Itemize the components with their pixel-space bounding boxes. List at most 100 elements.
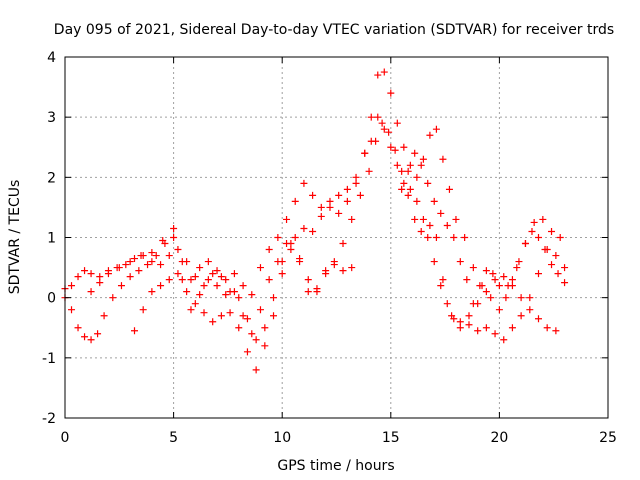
y-axis-label: SDTVAR / TECUs [7, 180, 23, 295]
data-point [515, 258, 523, 266]
data-point [213, 282, 221, 290]
data-point [96, 279, 104, 287]
data-point [456, 318, 464, 326]
data-point [380, 68, 388, 76]
data-point [139, 252, 147, 260]
data-point [437, 209, 445, 217]
data-point [204, 258, 212, 266]
axis-ticks: 0 5 10 15 20 25 -2 -1 0 1 2 3 4 [42, 50, 617, 446]
data-point [517, 312, 525, 320]
data-point [131, 255, 139, 263]
data-point [385, 128, 393, 136]
data-point [104, 270, 112, 278]
data-point [126, 258, 134, 266]
data-point [239, 282, 247, 290]
data-point [200, 282, 208, 290]
data-point [461, 234, 469, 241]
data-point [222, 276, 230, 284]
data-point [196, 291, 204, 299]
data-point [500, 273, 508, 281]
data-point [552, 327, 560, 335]
data-point [439, 276, 447, 284]
data-point [530, 218, 538, 226]
data-point [561, 279, 569, 287]
data-point [491, 276, 499, 284]
data-point [287, 246, 295, 254]
data-point [261, 324, 269, 332]
data-point [378, 119, 386, 127]
data-point [226, 309, 234, 317]
data-point [508, 282, 516, 290]
data-point [526, 306, 534, 314]
data-point [419, 215, 427, 223]
data-point [404, 191, 412, 199]
data-point [304, 288, 312, 296]
data-point [287, 240, 295, 248]
y-tick-label: 0 [47, 291, 56, 307]
data-point [411, 149, 419, 157]
data-point [157, 261, 165, 269]
data-point [278, 258, 286, 266]
data-point [432, 234, 440, 241]
data-point [209, 318, 217, 326]
data-point [317, 203, 325, 211]
data-point [352, 179, 360, 187]
data-point [335, 209, 343, 217]
data-point [74, 324, 82, 332]
data-point [543, 324, 551, 332]
data-point [283, 215, 291, 223]
chart-title: Day 095 of 2021, Sidereal Day-to-day VTE… [54, 22, 614, 38]
series-3 [131, 119, 560, 374]
data-point [309, 191, 317, 199]
data-point [400, 179, 408, 187]
data-point [508, 276, 516, 284]
data-point [495, 306, 503, 314]
data-point [526, 294, 534, 302]
data-point [87, 270, 95, 278]
data-point [348, 264, 356, 272]
series-1 [61, 68, 564, 314]
x-tick-label: 5 [169, 430, 178, 446]
data-point [248, 291, 256, 299]
data-point [361, 149, 369, 157]
data-point [131, 327, 139, 335]
x-tick-label: 20 [490, 430, 508, 446]
data-point [243, 348, 251, 356]
data-point [463, 276, 471, 284]
data-point [270, 312, 278, 320]
data-point [170, 224, 178, 232]
data-point [117, 282, 125, 290]
data-point [74, 273, 82, 281]
data-point [317, 212, 325, 220]
data-point [430, 258, 438, 266]
data-point [217, 273, 225, 281]
data-point [387, 143, 395, 151]
data-point [165, 276, 173, 284]
data-point [94, 330, 102, 338]
data-point [178, 276, 186, 284]
grid [65, 57, 608, 418]
data-point [265, 246, 273, 254]
data-point [339, 267, 347, 275]
data-point [380, 125, 388, 133]
data-point [68, 282, 76, 290]
series-4 [87, 240, 356, 344]
data-point [443, 300, 451, 308]
data-point [261, 342, 269, 350]
data-point [274, 234, 282, 241]
data-point [495, 282, 503, 290]
data-point [445, 185, 453, 193]
series-5 [398, 149, 569, 308]
data-point [482, 288, 490, 296]
data-point [235, 324, 243, 332]
data-point [534, 270, 542, 278]
data-point [96, 273, 104, 281]
data-point [417, 161, 425, 169]
data-point [534, 315, 542, 323]
data-points [61, 68, 569, 374]
data-point [513, 264, 521, 272]
data-point [391, 146, 399, 154]
data-point [482, 267, 490, 275]
data-point [365, 167, 373, 175]
